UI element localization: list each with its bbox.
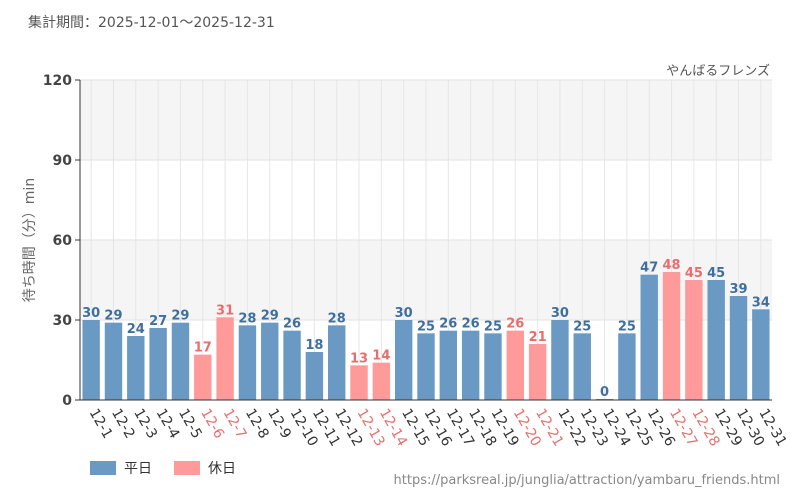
legend-item-weekday: 平日 [90, 458, 152, 478]
bar-12-7 [216, 317, 234, 400]
value-label: 48 [663, 258, 681, 273]
bar-12-31 [752, 309, 770, 400]
period-label: 集計期間：2025-12-01～2025-12-31 [28, 15, 275, 31]
y-tick-label: 90 [53, 153, 73, 169]
value-label: 28 [238, 311, 256, 326]
value-label: 25 [484, 319, 502, 334]
value-label: 25 [417, 319, 435, 334]
bar-12-18 [461, 330, 480, 400]
bar-12-27 [662, 272, 681, 400]
value-label: 39 [729, 282, 747, 297]
value-label: 30 [551, 306, 569, 321]
value-label: 25 [618, 319, 636, 334]
y-tick-label: 120 [43, 73, 72, 89]
bar-12-11 [305, 352, 324, 400]
value-label: 45 [707, 266, 725, 281]
value-label: 45 [685, 266, 703, 281]
bar-12-3 [127, 336, 145, 400]
bar-12-22 [551, 320, 569, 400]
bar-12-25 [618, 333, 636, 400]
value-label: 18 [305, 338, 323, 353]
chart-axes: 0 30 60 90 120 [43, 73, 772, 409]
value-label: 26 [439, 317, 457, 332]
bar-12-9 [261, 322, 279, 400]
value-label: 26 [462, 317, 480, 332]
value-label: 29 [171, 309, 189, 324]
bar-12-1 [82, 320, 100, 400]
value-label: 31 [216, 303, 234, 318]
value-label: 29 [104, 309, 122, 324]
bar-12-16 [417, 333, 435, 400]
bar-12-28 [685, 280, 703, 400]
value-label: 34 [752, 295, 770, 310]
bar-12-8 [238, 325, 257, 400]
bar-12-6 [194, 354, 212, 400]
bar-12-23 [573, 333, 591, 400]
legend-label-weekday: 平日 [124, 461, 152, 477]
bar-12-21 [528, 344, 547, 400]
value-label: 0 [600, 385, 609, 400]
bar-12-5 [171, 322, 190, 400]
bar-12-14 [372, 362, 391, 400]
bar-12-20 [506, 330, 524, 400]
bar-12-17 [439, 330, 458, 400]
value-label: 30 [395, 306, 413, 321]
bar-12-2 [104, 322, 123, 400]
value-label: 17 [194, 341, 212, 356]
value-label: 21 [529, 330, 547, 345]
value-label: 26 [283, 317, 301, 332]
value-label: 24 [127, 322, 145, 337]
value-label: 29 [261, 309, 279, 324]
bar-12-29 [707, 280, 725, 400]
bar-12-19 [484, 333, 502, 400]
value-label: 30 [82, 306, 100, 321]
bar-12-15 [394, 320, 413, 400]
y-tick-label: 0 [62, 393, 72, 409]
bar-12-4 [149, 328, 167, 400]
value-label: 13 [350, 351, 368, 366]
value-label: 47 [640, 261, 658, 276]
legend-swatch-holiday [174, 461, 200, 475]
value-label: 26 [506, 317, 524, 332]
chart-title: やんばるフレンズ [666, 63, 770, 79]
bar-12-13 [350, 365, 368, 400]
y-tick-label: 30 [53, 313, 73, 329]
bar-12-12 [328, 325, 346, 400]
legend-label-holiday: 休日 [208, 461, 236, 477]
legend-item-holiday: 休日 [174, 458, 236, 478]
legend: 平日 休日 [90, 458, 258, 478]
bar-12-30 [729, 296, 748, 400]
value-label: 25 [573, 319, 591, 334]
y-tick-label: 60 [53, 233, 73, 249]
value-label: 27 [149, 314, 167, 329]
source-url: https://parksreal.jp/junglia/attraction/… [393, 473, 780, 488]
bar-12-10 [283, 330, 301, 400]
legend-swatch-weekday [90, 461, 116, 475]
bar-12-26 [640, 274, 658, 400]
value-label: 14 [372, 349, 390, 364]
value-label: 28 [328, 311, 346, 326]
